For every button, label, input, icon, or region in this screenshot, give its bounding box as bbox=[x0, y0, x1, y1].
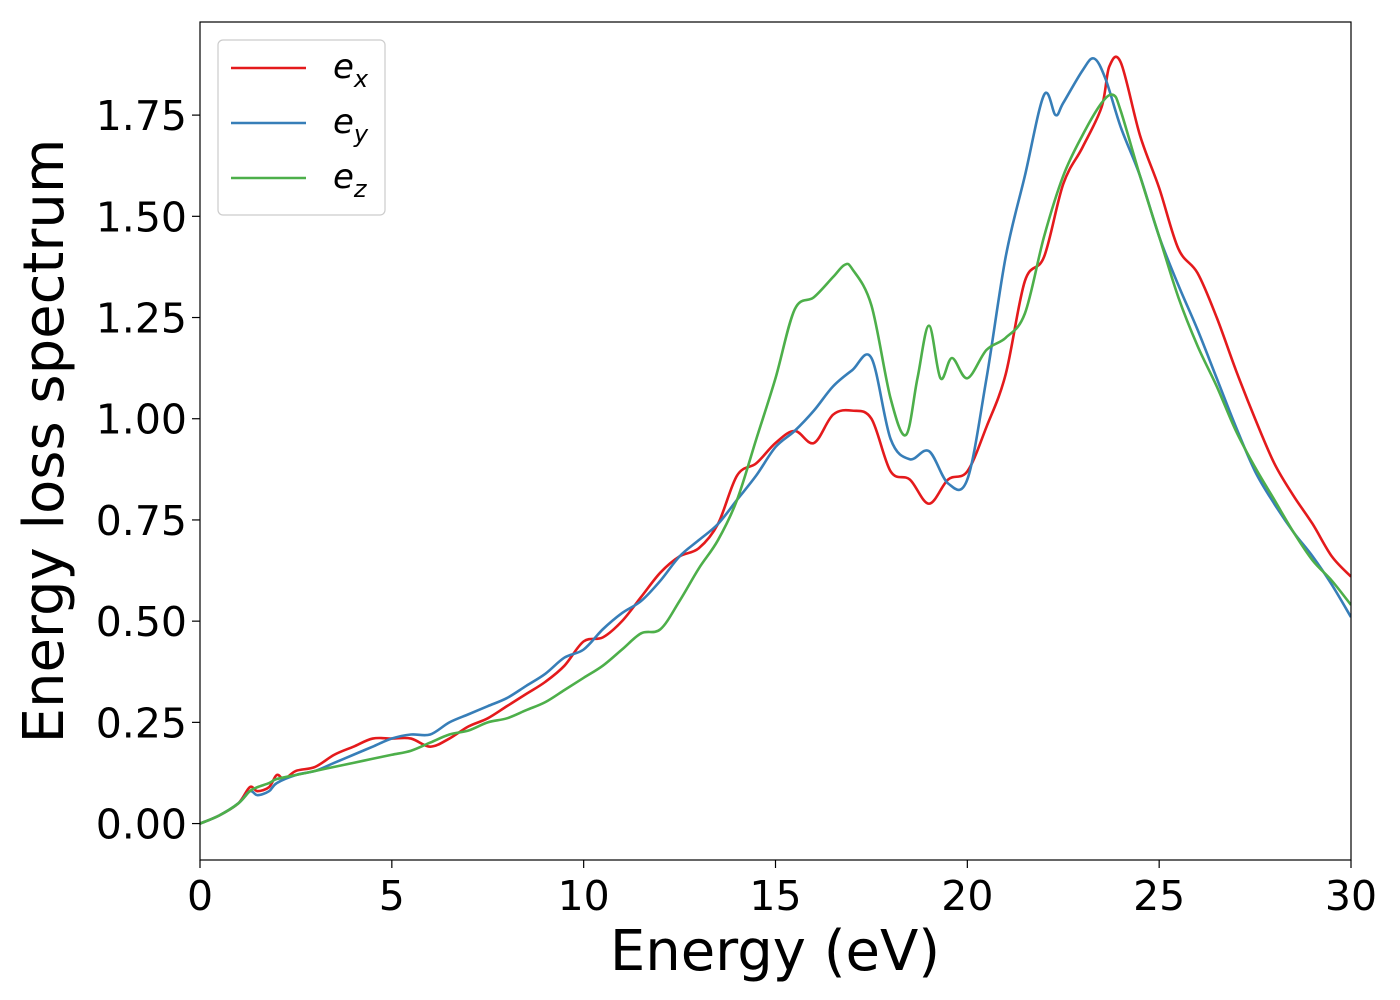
y-tick-label: 0.75 bbox=[96, 497, 187, 545]
x-tick-label: 25 bbox=[1133, 872, 1185, 920]
x-tick-label: 30 bbox=[1325, 872, 1377, 920]
x-tick-label: 0 bbox=[187, 872, 213, 920]
y-axis-title: Energy loss spectrum bbox=[12, 139, 77, 744]
y-tick-label: 0.50 bbox=[96, 598, 187, 646]
y-tick-label: 0.00 bbox=[96, 801, 187, 849]
legend-label-ex: ex bbox=[333, 47, 369, 93]
x-tick-label: 5 bbox=[379, 872, 405, 920]
x-tick-label: 20 bbox=[941, 872, 993, 920]
legend-box bbox=[217, 39, 386, 216]
x-tick-label: 15 bbox=[749, 872, 801, 920]
series-line-ex bbox=[200, 55, 1351, 825]
legend-label-ey: ey bbox=[333, 102, 369, 148]
x-axis-title: Energy (eV) bbox=[610, 919, 940, 984]
y-tick-label: 1.00 bbox=[96, 396, 187, 444]
axes: 0 5 10 15 20 25 30 0.00 0.25 0.50 0.75 1.00 1.25 1.50… bbox=[96, 21, 1377, 920]
y-tick-label: 1.50 bbox=[96, 193, 187, 241]
y-tick-label: 1.75 bbox=[96, 92, 187, 140]
y-tick-label: 1.25 bbox=[96, 295, 187, 343]
x-tick-label: 10 bbox=[558, 872, 610, 920]
legend: ex ey ez bbox=[217, 39, 386, 216]
plot-area bbox=[200, 55, 1351, 825]
y-tick-label: 0.25 bbox=[96, 699, 187, 747]
legend-label-ez: ez bbox=[333, 157, 368, 203]
series-line-ez bbox=[200, 93, 1351, 825]
